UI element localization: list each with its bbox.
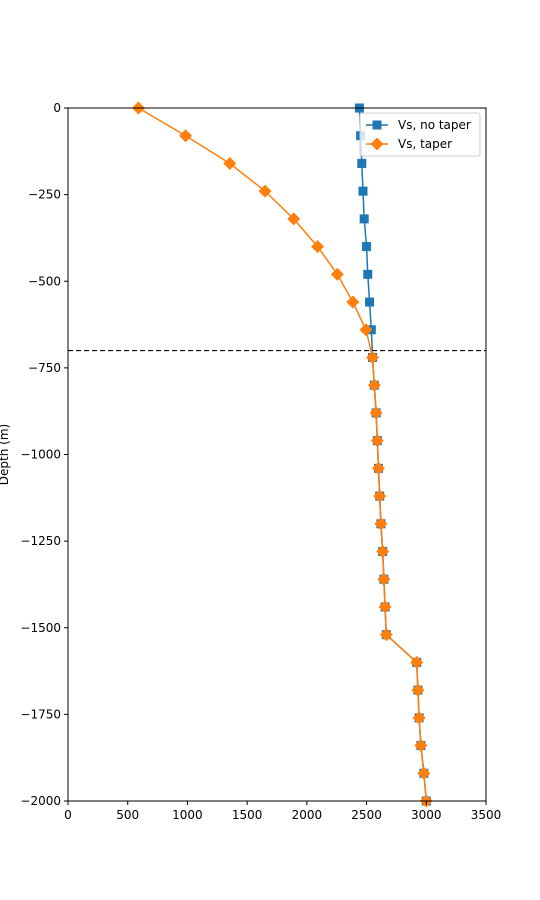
data-point (370, 434, 384, 448)
y-tick-label: −2000 (20, 794, 61, 808)
legend-marker (370, 137, 384, 151)
data-point (369, 406, 383, 420)
y-tick-label: −1000 (20, 448, 61, 462)
data-point (412, 711, 426, 725)
y-axis-label: Depth (m) (0, 424, 11, 485)
data-point (376, 545, 390, 559)
data-point (378, 600, 392, 614)
tick-layer: 0 500 1000 1500 2000 2500 3000 3500 0 −250 −500 −75… (20, 101, 501, 822)
series-taper (131, 101, 433, 808)
y-tick-label: −1250 (20, 534, 61, 548)
data-point (287, 212, 301, 226)
x-tick-label: 1500 (232, 808, 263, 822)
x-tick-label: 1000 (172, 808, 203, 822)
data-point (362, 242, 372, 252)
data-point (258, 184, 272, 198)
y-tick-label: −250 (28, 188, 61, 202)
x-tick-label: 500 (116, 808, 139, 822)
data-point (223, 156, 237, 170)
y-tick-label: −750 (28, 361, 61, 375)
data-point (359, 323, 373, 337)
data-point (373, 489, 387, 503)
legend-label: Vs, taper (398, 137, 452, 151)
data-point (377, 572, 391, 586)
y-tick-label: −1750 (20, 707, 61, 721)
data-point (367, 378, 381, 392)
legend-marker (372, 120, 382, 130)
data-point (374, 517, 388, 531)
y-tick-label: 0 (53, 101, 61, 115)
data-point (359, 214, 369, 224)
data-point (346, 295, 360, 309)
data-point (357, 158, 367, 168)
data-point (372, 461, 386, 475)
legend-box (359, 112, 481, 157)
x-tick-label: 2000 (292, 808, 323, 822)
data-point (366, 350, 380, 364)
x-tick-label: 2500 (351, 808, 382, 822)
data-point (414, 739, 428, 753)
data-point (410, 655, 424, 669)
x-tick-label: 3000 (411, 808, 442, 822)
data-point (179, 129, 193, 143)
data-point (330, 267, 344, 281)
plot-frame (67, 107, 487, 802)
data-point (379, 628, 393, 642)
data-point (363, 269, 373, 279)
x-tick-label: 0 (64, 808, 72, 822)
legend-label: Vs, no taper (398, 118, 471, 132)
legend: Vs, no taper Vs, taper (359, 112, 481, 157)
data-point (311, 240, 325, 254)
y-tick-label: −1500 (20, 621, 61, 635)
data-point (411, 683, 425, 697)
data-point (365, 297, 375, 307)
y-tick-label: −500 (28, 274, 61, 288)
data-point (358, 186, 368, 196)
x-tick-label: 3500 (471, 808, 502, 822)
data-point (417, 766, 431, 780)
